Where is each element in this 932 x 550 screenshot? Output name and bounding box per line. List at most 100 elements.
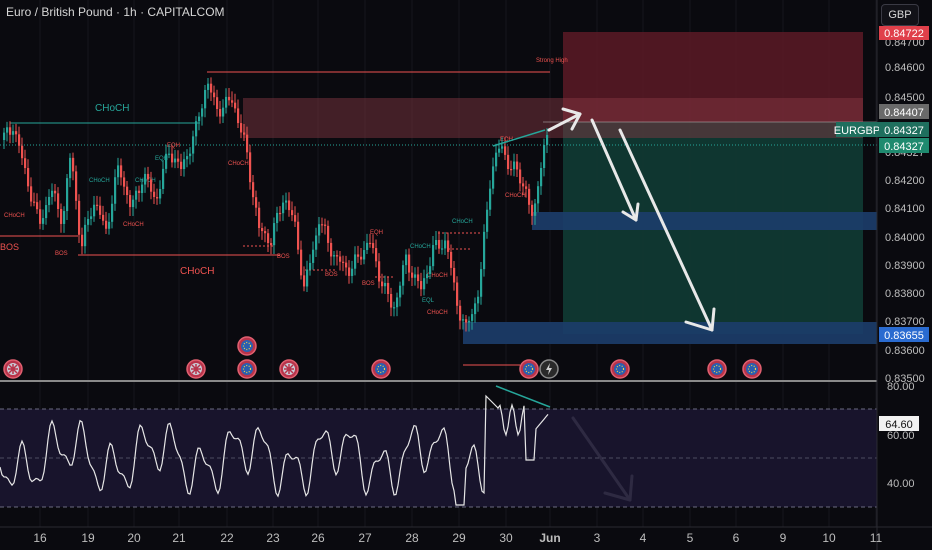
candle-body	[489, 188, 492, 210]
structure-label: CHoCH	[427, 273, 448, 279]
candle-body	[330, 242, 333, 257]
candle-body	[237, 108, 240, 124]
candle-body	[57, 193, 60, 209]
candle-body	[429, 266, 432, 275]
arrow-down-2	[618, 128, 714, 332]
candle-body	[474, 303, 477, 315]
price-tick-label: 0.83500	[885, 373, 925, 385]
candle-body	[312, 249, 315, 263]
candle-body	[327, 225, 330, 243]
candle-body	[309, 262, 312, 270]
candle-body	[225, 96, 228, 108]
time-tick-label: 21	[172, 531, 186, 545]
rsi-tick-label: 40.00	[887, 478, 915, 490]
candle-body	[468, 320, 471, 323]
candle-body	[285, 200, 288, 203]
candle-body	[231, 100, 234, 103]
candle-body	[204, 89, 207, 109]
candle-body	[33, 201, 36, 203]
candle-body	[387, 282, 390, 294]
candle-body	[480, 269, 483, 297]
rsi-axis[interactable]: 80.00 60.00 40.00	[887, 381, 915, 490]
candle-body	[108, 221, 111, 229]
lightning-icon[interactable]	[539, 359, 559, 379]
candle-body	[324, 224, 327, 226]
candle-body	[543, 144, 546, 169]
candle-body	[78, 200, 81, 235]
time-axis[interactable]: 16 19 20 21 22 23 26 27 28 29 30 Jun 3 4 5 6 9 10 11	[33, 531, 882, 545]
candle-body	[246, 134, 249, 153]
candle-body	[441, 248, 444, 250]
candle-body	[495, 152, 498, 167]
candle-body	[453, 267, 456, 283]
eu-flag-icon[interactable]	[610, 359, 630, 379]
svg-text:64.60: 64.60	[885, 419, 913, 431]
candle-body	[102, 214, 105, 221]
candle-body	[207, 83, 210, 90]
candle-body	[357, 254, 360, 257]
candle-body	[522, 183, 525, 187]
structure-label: EQH	[155, 156, 168, 162]
candle-body	[306, 269, 309, 287]
candle-body	[30, 186, 33, 202]
candle-body	[222, 107, 225, 117]
candle-body	[171, 153, 174, 163]
candle-body	[456, 282, 459, 306]
candle-body	[21, 145, 24, 159]
candle-body	[192, 136, 195, 154]
candle-body	[114, 177, 117, 204]
trend-line-price	[492, 129, 546, 147]
time-tick-label: 3	[594, 531, 601, 545]
uk-flag-icon[interactable]	[279, 359, 299, 379]
candle-body	[396, 297, 399, 308]
eu-flag-icon[interactable]	[237, 336, 257, 356]
candle-body	[42, 218, 45, 224]
candle-body	[135, 190, 138, 200]
candle-body	[411, 272, 414, 278]
time-tick-label: 10	[822, 531, 836, 545]
eu-flag-icon[interactable]	[519, 359, 539, 379]
candle-body	[531, 204, 534, 216]
candle-body	[276, 212, 279, 224]
candle-body	[183, 159, 186, 170]
eu-flag-icon[interactable]	[371, 359, 391, 379]
candle-body	[360, 256, 363, 260]
eu-flag-icon[interactable]	[742, 359, 762, 379]
choch-bottom-label: CHoCH	[180, 266, 214, 277]
candle-body	[123, 177, 126, 187]
candle-body	[87, 218, 90, 225]
time-tick-label: 29	[452, 531, 466, 545]
chart-title: Euro / British Pound · 1h · CAPITALCOM	[6, 5, 225, 19]
candle-body	[465, 319, 468, 323]
candle-body	[165, 153, 168, 169]
candle-body	[348, 267, 351, 276]
candle-body	[240, 123, 243, 133]
candle-body	[342, 261, 345, 263]
eu-flag-icon[interactable]	[707, 359, 727, 379]
candle-body	[513, 161, 516, 170]
candle-body	[99, 205, 102, 215]
candle-body	[498, 148, 501, 153]
candle-body	[36, 202, 39, 210]
candle-body	[486, 209, 489, 232]
structure-label: CHoCH	[123, 222, 144, 228]
candle-body	[339, 256, 342, 262]
candle-body	[195, 121, 198, 137]
strong-high-label: Strong High	[536, 58, 568, 64]
candle-body	[66, 178, 69, 212]
candle-body	[6, 127, 9, 133]
candle-body	[378, 261, 381, 282]
candle-body	[402, 265, 405, 286]
candle-body	[270, 243, 273, 246]
price-axis[interactable]: 0.847000.846000.845000.843270.842000.841…	[885, 37, 925, 385]
rsi-tick-label: 80.00	[887, 381, 915, 393]
price-tick-label: 0.84500	[885, 92, 925, 104]
currency-button[interactable]: GBP	[881, 4, 919, 26]
eu-flag-icon[interactable]	[237, 359, 257, 379]
candle-body	[471, 314, 474, 321]
uk-flag-icon[interactable]	[186, 359, 206, 379]
time-tick-label: 20	[127, 531, 141, 545]
uk-flag-icon[interactable]	[3, 359, 23, 379]
candle-body	[438, 240, 441, 249]
